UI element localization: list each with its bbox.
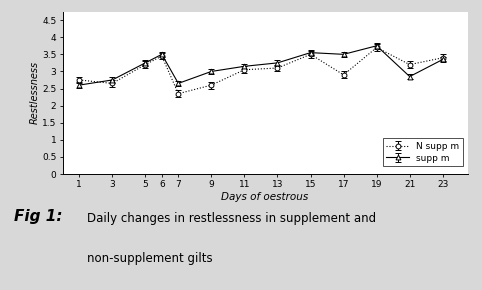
Text: non-supplement gilts: non-supplement gilts — [87, 252, 213, 265]
X-axis label: Days of oestrous: Days of oestrous — [221, 192, 309, 202]
Legend: N supp m, supp m: N supp m, supp m — [383, 138, 463, 166]
Y-axis label: Restlessness: Restlessness — [29, 61, 39, 124]
Text: Daily changes in restlessness in supplement and: Daily changes in restlessness in supplem… — [87, 212, 376, 225]
Text: Fig 1:: Fig 1: — [14, 209, 63, 224]
